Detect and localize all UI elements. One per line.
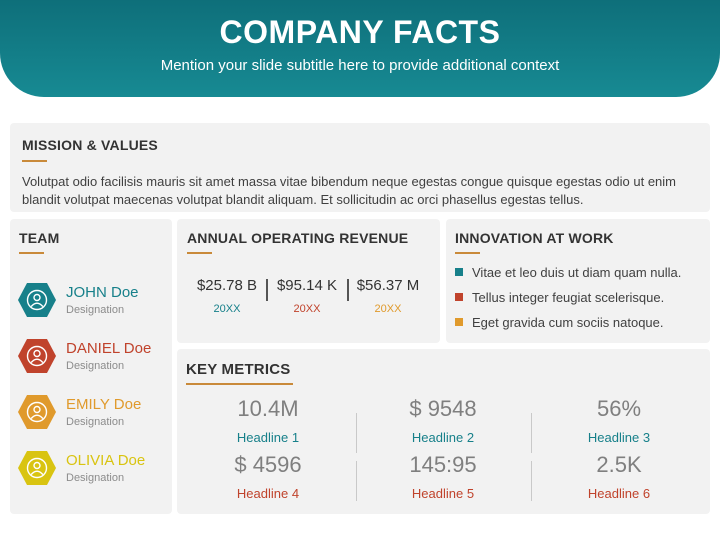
metric-item: $ 9548 Headline 2: [358, 396, 528, 445]
member-name: JOHN Doe: [66, 284, 139, 301]
user-icon: [18, 339, 56, 373]
header-banner: COMPANY FACTS Mention your slide subtitl…: [0, 0, 720, 97]
metric-item: 2.5K Headline 6: [534, 452, 704, 501]
mission-panel: MISSION & VALUES Volutpat odio facilisis…: [10, 123, 710, 212]
metric-item: $ 4596 Headline 4: [183, 452, 353, 501]
metrics-divider: [531, 413, 532, 453]
innovation-item: Eget gravida cum sociis natoque.: [455, 315, 664, 330]
member-designation: Designation: [66, 416, 125, 428]
square-bullet-icon: [455, 318, 463, 326]
revenue-item: $25.78 B 20XX: [187, 277, 267, 315]
metric-item: 10.4M Headline 1: [183, 396, 353, 445]
metric-headline: Headline 2: [411, 430, 475, 445]
metric-value: $ 9548: [409, 396, 477, 421]
member-designation: Designation: [66, 360, 125, 372]
page-title: COMPANY FACTS: [219, 14, 501, 50]
innovation-text: Vitae et leo duis ut diam quam nulla.: [472, 265, 682, 280]
member-designation: Designation: [66, 304, 125, 316]
revenue-title: ANNUAL OPERATING REVENUE: [187, 230, 409, 246]
metric-item: 145:95 Headline 5: [358, 452, 528, 501]
member-name: DANIEL Doe: [66, 340, 152, 357]
revenue-panel: ANNUAL OPERATING REVENUE $25.78 B 20XX $…: [177, 219, 440, 343]
user-icon: [18, 395, 56, 429]
metric-headline: Headline 4: [236, 486, 300, 501]
metric-value: 56%: [596, 396, 642, 421]
innovation-text: Tellus integer feugiat scelerisque.: [472, 290, 665, 305]
member-name: EMILY Doe: [66, 396, 142, 413]
mission-title: MISSION & VALUES: [22, 137, 158, 153]
innovation-text: Eget gravida cum sociis natoque.: [472, 315, 664, 330]
user-icon: [18, 451, 56, 485]
metric-headline: Headline 5: [411, 486, 475, 501]
revenue-item: $56.37 M 20XX: [348, 277, 428, 315]
innovation-panel: INNOVATION AT WORK Vitae et leo duis ut …: [446, 219, 710, 343]
user-icon: [18, 283, 56, 317]
revenue-title-underline: [187, 252, 212, 254]
member-name: OLIVIA Doe: [66, 452, 146, 469]
revenue-value: $56.37 M: [356, 277, 420, 294]
metric-value: $ 4596: [234, 452, 302, 477]
metric-headline: Headline 1: [236, 430, 300, 445]
team-member-john: JOHN Doe Designation: [17, 282, 167, 322]
mission-body: Volutpat odio facilisis mauris sit amet …: [22, 174, 676, 207]
revenue-item: $95.14 K 20XX: [267, 277, 347, 315]
metric-headline: Headline 6: [587, 486, 651, 501]
mission-title-underline: [22, 160, 47, 162]
team-title: TEAM: [19, 230, 60, 246]
revenue-divider: [266, 279, 268, 301]
metric-headline: Headline 3: [587, 430, 651, 445]
revenue-year: 20XX: [293, 303, 321, 315]
metrics-divider: [356, 461, 357, 501]
metrics-title: KEY METRICS: [186, 361, 291, 378]
metrics-divider: [356, 413, 357, 453]
metric-value: 145:95: [409, 452, 477, 477]
member-designation: Designation: [66, 472, 125, 484]
innovation-title-underline: [455, 252, 480, 254]
team-panel: TEAM JOHN Doe Designation DANIEL Doe Des…: [10, 219, 172, 514]
revenue-year: 20XX: [374, 303, 402, 315]
innovation-title: INNOVATION AT WORK: [455, 230, 614, 246]
team-member-daniel: DANIEL Doe Designation: [17, 338, 167, 378]
innovation-item: Tellus integer feugiat scelerisque.: [455, 290, 664, 305]
team-member-olivia: OLIVIA Doe Designation: [17, 450, 167, 490]
metric-value: 2.5K: [596, 452, 642, 477]
key-metrics-panel: KEY METRICS 10.4M Headline 1 $ 9548 Head…: [177, 349, 710, 514]
metrics-divider: [531, 461, 532, 501]
revenue-value: $95.14 K: [276, 277, 338, 294]
revenue-divider: [347, 279, 349, 301]
square-bullet-icon: [455, 293, 463, 301]
page-subtitle: Mention your slide subtitle here to prov…: [160, 57, 560, 74]
metric-item: 56% Headline 3: [534, 396, 704, 445]
team-title-underline: [19, 252, 44, 254]
metrics-title-underline: [186, 383, 293, 385]
revenue-year: 20XX: [213, 303, 241, 315]
team-member-emily: EMILY Doe Designation: [17, 394, 167, 434]
innovation-item: Vitae et leo duis ut diam quam nulla.: [455, 265, 681, 280]
metric-value: 10.4M: [237, 396, 299, 421]
revenue-value: $25.78 B: [196, 277, 258, 294]
square-bullet-icon: [455, 268, 463, 276]
